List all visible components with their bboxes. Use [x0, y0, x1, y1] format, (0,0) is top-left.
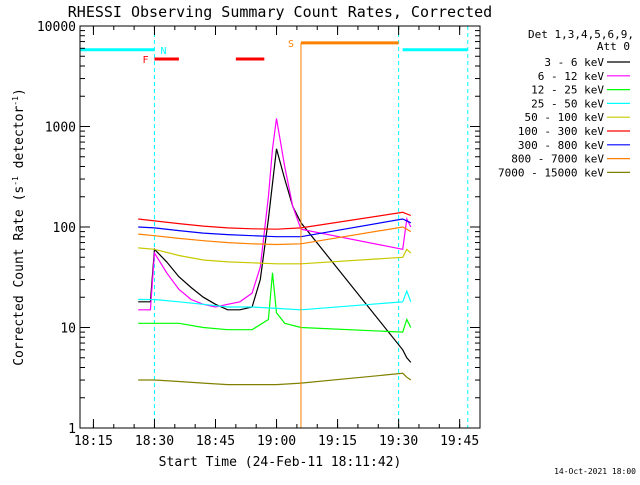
x-tick-label: 18:45	[196, 434, 235, 449]
x-axis-label: Start Time (24-Feb-11 18:11:42)	[159, 455, 402, 470]
x-tick-label: 19:45	[440, 434, 479, 449]
y-axis-label: Corrected Count Rate (s-1 detector-1)	[11, 88, 27, 366]
series-line-3	[138, 289, 412, 311]
series-line-2	[138, 272, 412, 333]
y-tick-label: 1000	[45, 121, 76, 136]
legend-label-2: 12 - 25 keV	[531, 84, 604, 97]
saa-flag-label: S	[288, 39, 294, 50]
y-tick-label: 1	[68, 422, 76, 437]
series-line-8	[138, 372, 412, 386]
x-tick-label: 19:00	[257, 434, 296, 449]
y-tick-label: 100	[53, 221, 76, 236]
legend-header-line-2: Att 0	[597, 40, 630, 53]
y-tick-label: 10	[60, 322, 76, 337]
flare-flag-label: F	[142, 55, 148, 66]
series-line-5	[138, 211, 412, 230]
legend-header-line-1: Det 1,3,4,5,6,9,	[528, 28, 634, 41]
legend-label-5: 100 - 300 keV	[518, 125, 604, 138]
legend-label-0: 3 - 6 keV	[544, 56, 604, 69]
night-flag-label: N	[160, 46, 166, 57]
x-tick-label: 18:15	[74, 434, 113, 449]
legend-label-7: 800 - 7000 keV	[511, 153, 604, 166]
legend-label-4: 50 - 100 keV	[525, 111, 605, 124]
legend-label-6: 300 - 800 keV	[518, 139, 604, 152]
x-tick-label: 19:15	[318, 434, 357, 449]
y-tick-label: 10000	[37, 20, 76, 35]
x-tick-label: 18:30	[135, 434, 174, 449]
series-line-6	[138, 218, 412, 238]
plot-area: N F S	[80, 26, 469, 428]
series-line-7	[138, 226, 412, 246]
chart-title: RHESSI Observing Summary Count Rates, Co…	[68, 3, 492, 21]
legend-label-8: 7000 - 15000 keV	[498, 166, 604, 179]
x-tick-label: 19:30	[379, 434, 418, 449]
legend-label-1: 6 - 12 keV	[538, 70, 605, 83]
series-line-0	[138, 148, 412, 363]
series-line-1	[138, 118, 412, 311]
footer-date: 14-Oct-2021 18:00	[554, 467, 636, 476]
series-line-4	[138, 247, 412, 265]
legend-label-3: 25 - 50 keV	[531, 97, 604, 110]
x-axis: 18:15 18:30 18:45 19:00 19:15 19:30 19:45	[74, 26, 481, 449]
y-axis: 1 10 100 1000 10000	[37, 20, 480, 437]
